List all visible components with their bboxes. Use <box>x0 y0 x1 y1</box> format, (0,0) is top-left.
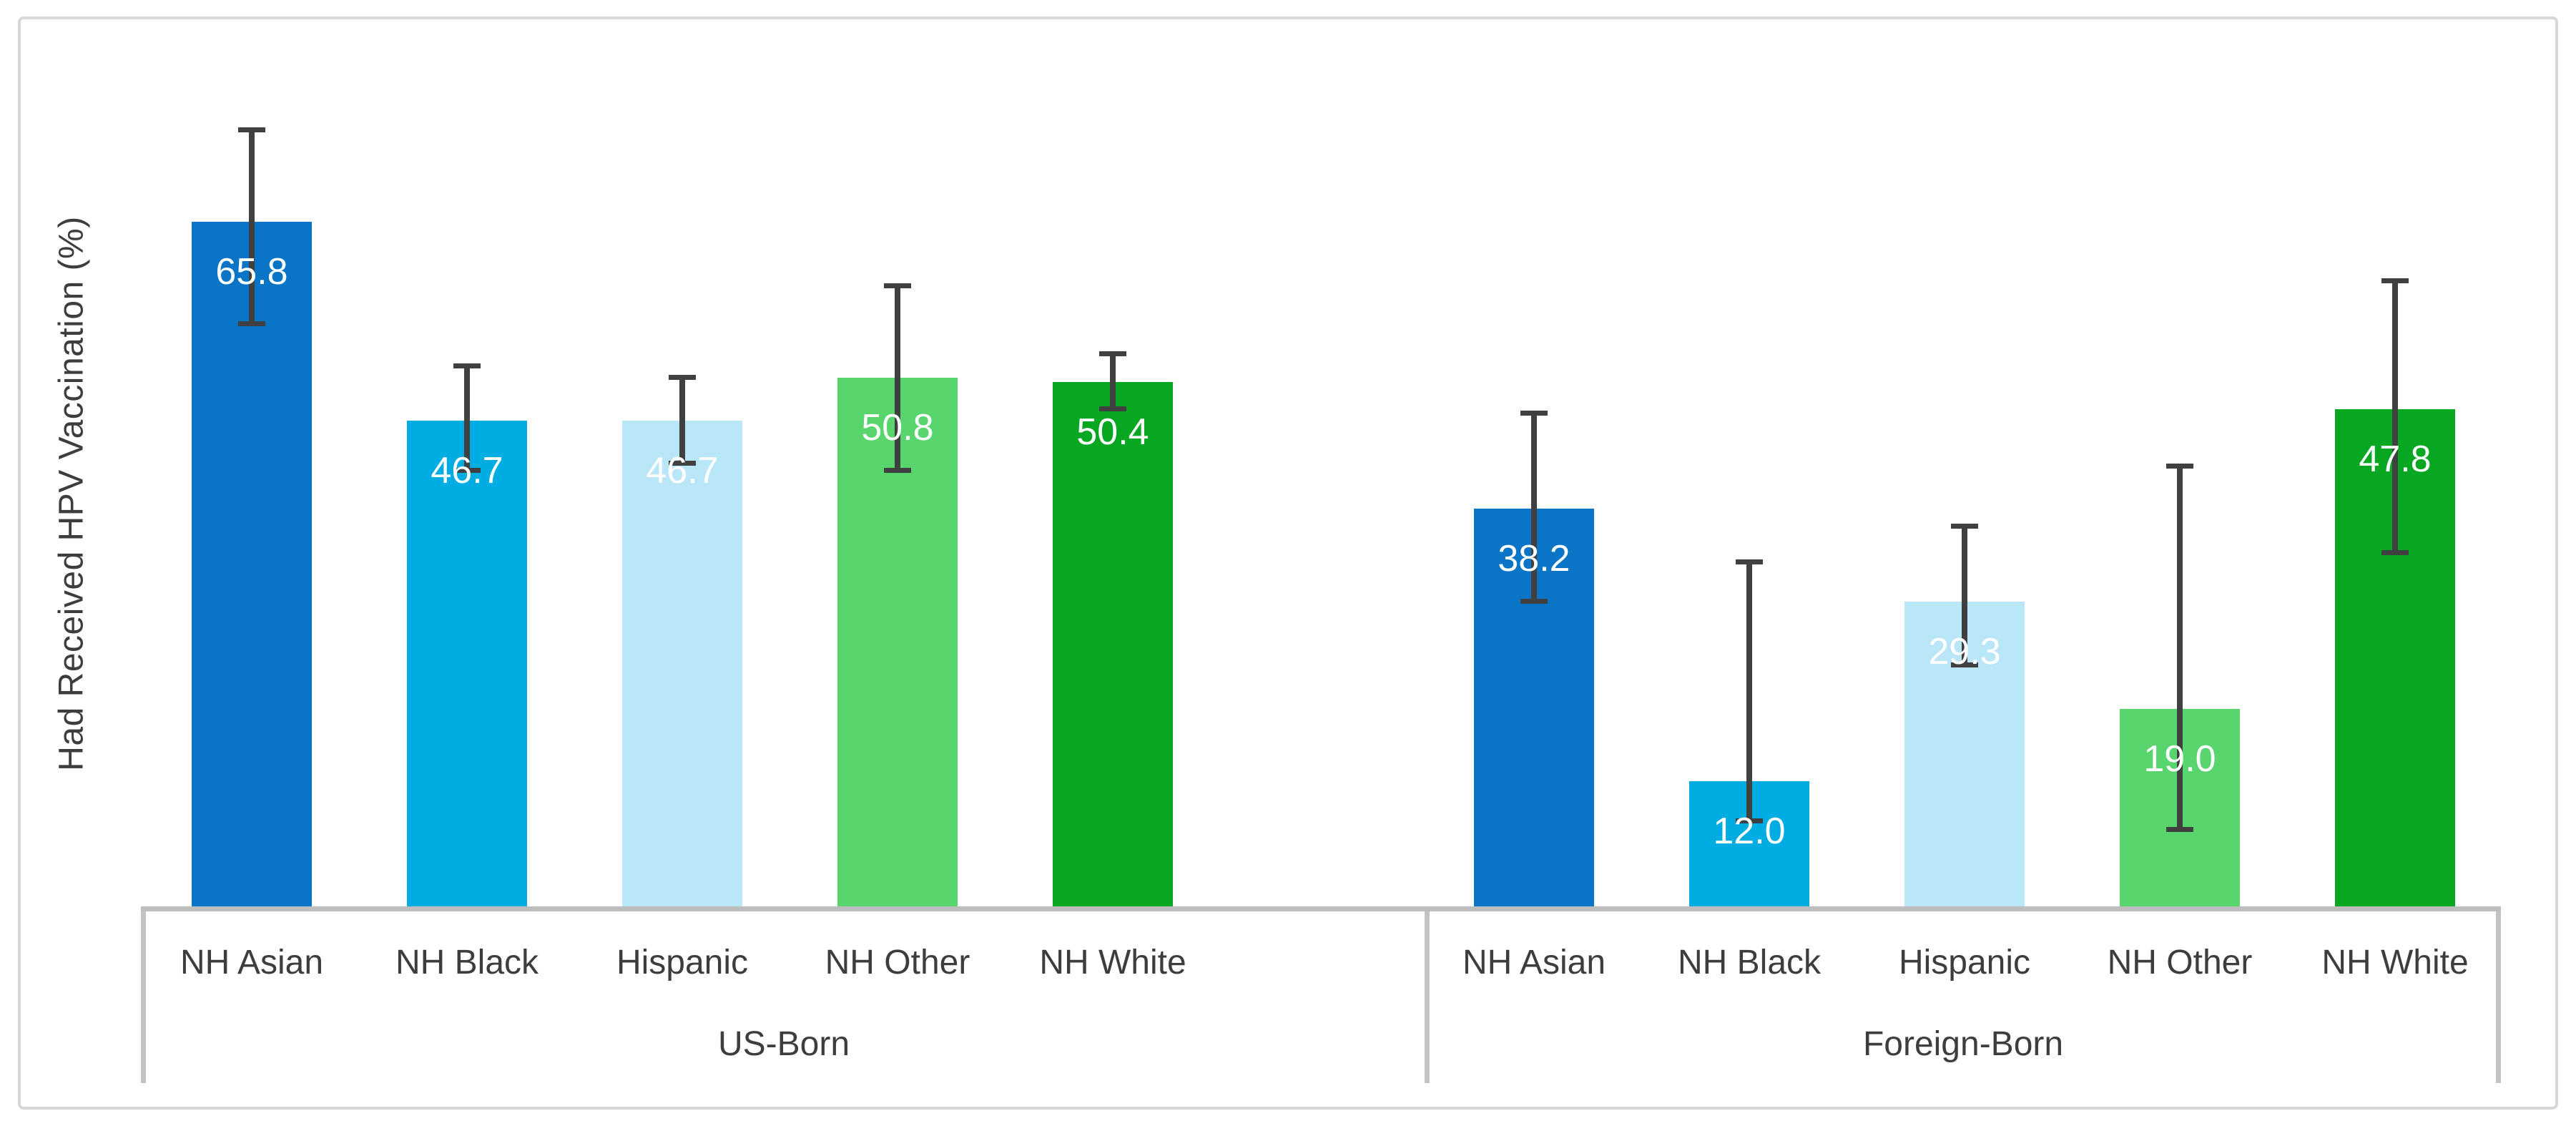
bar-value-label-us-born-nh-asian: 65.8 <box>215 250 288 293</box>
bar-value-label-us-born-nh-black: 46.7 <box>431 449 503 491</box>
axis-tick-left <box>141 911 146 1083</box>
error-cap-bottom-us-born-nh-white <box>1099 406 1126 411</box>
error-cap-top-foreign-born-nh-white <box>2381 278 2409 284</box>
error-cap-bottom-foreign-born-nh-white <box>2381 549 2409 555</box>
bar-value-label-us-born-nh-white: 50.4 <box>1076 411 1149 453</box>
group-label-us-born: US-Born <box>717 1025 850 1063</box>
error-cap-top-us-born-hispanic <box>669 375 696 381</box>
error-cap-top-us-born-nh-black <box>453 363 481 369</box>
bar-value-label-us-born-hispanic: 46.7 <box>646 449 719 491</box>
bar-value-label-foreign-born-nh-other: 19.0 <box>2143 738 2216 780</box>
bar-value-label-us-born-nh-other: 50.8 <box>861 406 934 449</box>
error-cap-bottom-us-born-nh-asian <box>238 320 265 326</box>
error-cap-top-us-born-nh-white <box>1099 351 1126 356</box>
x-axis-line <box>141 906 2501 911</box>
bar-value-label-foreign-born-nh-asian: 38.2 <box>1498 538 1570 580</box>
category-label-foreign-born-hispanic: Hispanic <box>1898 944 2031 981</box>
error-cap-top-us-born-nh-other <box>884 283 911 289</box>
category-label-us-born-nh-black: NH Black <box>395 944 539 981</box>
category-label-us-born-hispanic: Hispanic <box>616 944 749 981</box>
bar-value-label-foreign-born-nh-black: 12.0 <box>1713 811 1786 853</box>
error-bar-us-born-nh-asian <box>249 129 255 324</box>
error-cap-top-foreign-born-hispanic <box>1951 524 1978 529</box>
error-bar-foreign-born-nh-other <box>2177 466 2183 830</box>
error-bar-foreign-born-nh-asian <box>1531 413 1537 602</box>
bar-value-label-foreign-born-nh-white: 47.8 <box>2359 438 2432 480</box>
axis-tick-group-divider <box>1425 911 1430 1083</box>
error-bar-foreign-born-hispanic <box>1962 526 1967 665</box>
error-bar-foreign-born-nh-black <box>1746 562 1752 821</box>
bar-us-born-nh-asian <box>192 221 312 906</box>
error-cap-bottom-foreign-born-nh-asian <box>1520 599 1548 604</box>
error-cap-bottom-foreign-born-nh-black <box>1736 818 1763 824</box>
group-label-foreign-born: Foreign-Born <box>1862 1025 2064 1063</box>
category-label-us-born-nh-asian: NH Asian <box>180 944 324 981</box>
error-cap-bottom-us-born-hispanic <box>669 460 696 466</box>
category-label-foreign-born-nh-asian: NH Asian <box>1462 944 1606 981</box>
category-label-us-born-nh-white: NH White <box>1039 944 1186 981</box>
error-cap-bottom-foreign-born-hispanic <box>1951 662 1978 667</box>
error-cap-top-foreign-born-nh-other <box>2166 464 2193 469</box>
bar-us-born-nh-black <box>407 420 527 906</box>
category-label-foreign-born-nh-other: NH Other <box>2107 944 2253 981</box>
axis-tick-right <box>2496 911 2501 1083</box>
bar-value-label-foreign-born-hispanic: 29.3 <box>1928 630 2001 672</box>
error-bar-foreign-born-nh-white <box>2392 280 2398 553</box>
category-label-foreign-born-nh-white: NH White <box>2321 944 2469 981</box>
bar-us-born-hispanic <box>622 420 742 906</box>
error-cap-top-us-born-nh-asian <box>238 127 265 133</box>
bar-us-born-nh-white <box>1053 381 1173 906</box>
error-bar-us-born-hispanic <box>679 377 685 464</box>
error-bar-us-born-nh-other <box>895 285 900 471</box>
error-cap-bottom-us-born-nh-other <box>884 467 911 473</box>
error-bar-us-born-nh-white <box>1110 353 1116 409</box>
category-label-us-born-nh-other: NH Other <box>825 944 970 981</box>
error-cap-top-foreign-born-nh-asian <box>1520 410 1548 416</box>
error-cap-top-foreign-born-nh-black <box>1736 559 1763 564</box>
error-cap-bottom-foreign-born-nh-other <box>2166 826 2193 832</box>
error-bar-us-born-nh-black <box>464 366 470 471</box>
error-cap-bottom-us-born-nh-black <box>453 467 481 473</box>
category-label-foreign-born-nh-black: NH Black <box>1677 944 1822 981</box>
